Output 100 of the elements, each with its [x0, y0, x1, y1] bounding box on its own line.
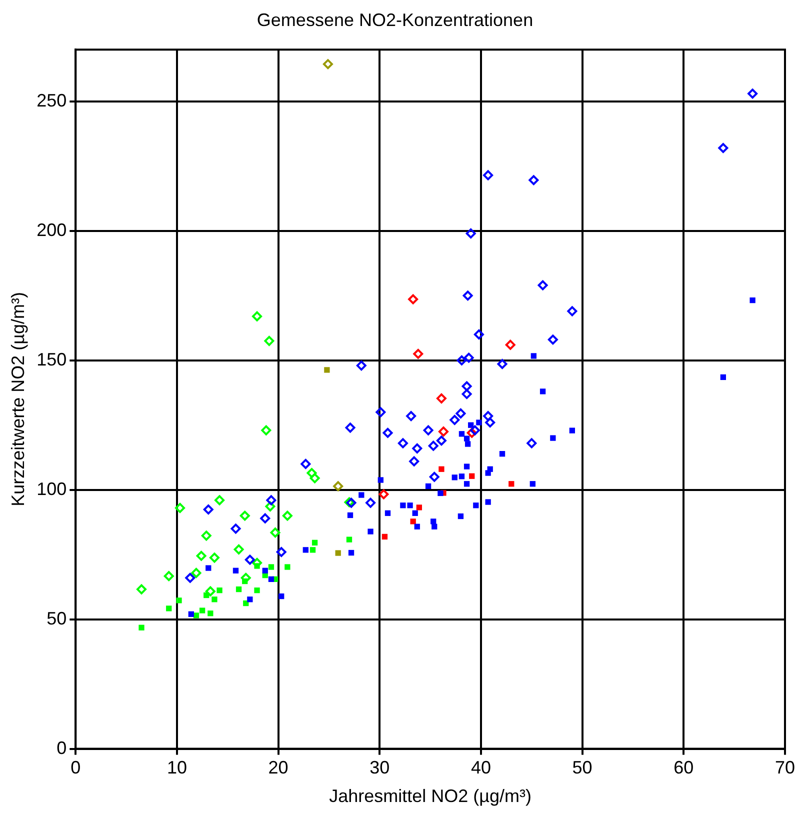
point	[346, 536, 352, 542]
point	[466, 228, 476, 238]
point	[262, 568, 268, 574]
point	[193, 612, 200, 618]
point	[567, 306, 578, 316]
point	[470, 425, 480, 436]
point	[347, 512, 354, 518]
point	[466, 428, 477, 438]
point	[191, 568, 202, 578]
point	[483, 411, 494, 422]
point	[474, 329, 484, 340]
point	[438, 490, 444, 496]
point	[378, 489, 389, 500]
point	[750, 297, 756, 304]
point	[485, 499, 491, 505]
point	[550, 435, 556, 441]
point	[358, 492, 364, 498]
point	[284, 564, 290, 570]
point	[499, 451, 506, 457]
point	[310, 547, 316, 553]
point	[485, 418, 496, 428]
point	[508, 481, 514, 487]
point	[407, 502, 413, 508]
point	[185, 572, 196, 583]
point	[458, 474, 465, 480]
x-tick-label: 10	[166, 758, 187, 778]
point	[164, 571, 174, 582]
x-tick-label: 20	[268, 758, 288, 778]
point	[335, 550, 341, 556]
point	[247, 596, 253, 602]
point	[312, 540, 318, 546]
point	[306, 468, 317, 478]
point	[464, 352, 474, 363]
point	[378, 477, 384, 483]
point	[748, 88, 758, 99]
point	[473, 502, 479, 508]
point	[720, 374, 726, 380]
point	[376, 407, 386, 418]
point	[384, 510, 391, 516]
point	[240, 572, 251, 583]
point	[410, 518, 416, 524]
point	[265, 501, 276, 512]
point	[429, 472, 440, 482]
point	[310, 473, 320, 484]
point	[261, 425, 272, 436]
point	[266, 495, 276, 506]
y-tick-label: 250	[36, 90, 67, 110]
point	[505, 340, 516, 350]
point	[175, 502, 186, 513]
x-tick-label: 70	[774, 758, 796, 778]
point	[462, 290, 473, 301]
point	[356, 360, 366, 371]
point	[530, 481, 536, 487]
point	[366, 498, 376, 508]
point	[196, 550, 206, 561]
point	[438, 426, 448, 437]
point	[462, 389, 472, 400]
point	[268, 564, 274, 570]
point	[254, 587, 260, 594]
point	[368, 528, 374, 534]
point	[205, 586, 216, 596]
point	[436, 393, 446, 404]
y-tick-label: 0	[56, 738, 67, 758]
point	[382, 534, 388, 540]
point	[548, 334, 558, 345]
point	[278, 593, 284, 600]
x-tick-label: 30	[370, 758, 390, 778]
point	[201, 530, 212, 541]
point	[206, 565, 212, 571]
point	[464, 481, 470, 487]
point	[452, 474, 458, 480]
point	[230, 524, 241, 534]
y-tick-label: 100	[36, 478, 67, 499]
point	[458, 431, 465, 437]
point	[176, 598, 182, 604]
point	[268, 576, 274, 582]
y-tick-label: 150	[36, 349, 67, 370]
point	[569, 428, 576, 434]
point	[276, 546, 286, 557]
point	[458, 513, 464, 520]
point	[464, 464, 470, 470]
point	[216, 587, 222, 594]
point	[464, 441, 471, 447]
point	[485, 470, 491, 476]
point	[438, 466, 444, 472]
point	[209, 552, 220, 563]
point	[400, 502, 406, 508]
point	[136, 584, 146, 594]
point	[430, 518, 436, 524]
point	[208, 610, 214, 616]
x-tick-label: 50	[572, 758, 592, 778]
point	[282, 510, 292, 521]
point	[252, 311, 262, 322]
point	[398, 438, 408, 448]
point	[188, 611, 194, 617]
point	[476, 420, 482, 426]
point	[408, 294, 418, 304]
point	[456, 408, 466, 418]
point	[425, 483, 432, 490]
y-axis-title: Kurzzeitwerte NO2 (µg/m³)	[8, 292, 28, 506]
